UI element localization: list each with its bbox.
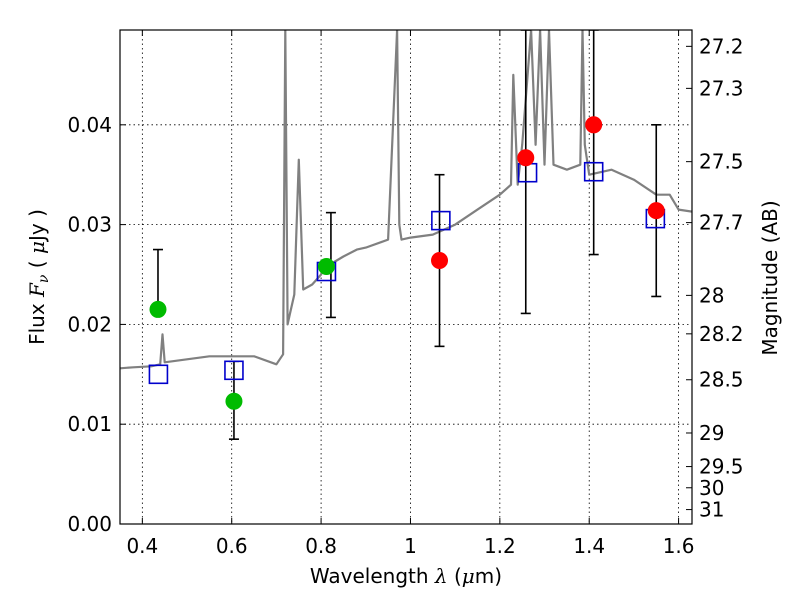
x-tick-label: 1.6	[663, 534, 695, 558]
sed-layer	[120, 30, 692, 370]
photometry-point	[317, 258, 335, 276]
model-square	[224, 360, 244, 381]
ticks	[120, 30, 692, 525]
right-tick-label: 27.5	[699, 150, 744, 174]
x-axis-title: Wavelength λ (μm)	[310, 564, 502, 588]
right-tick-label: 28.2	[699, 322, 744, 346]
right-tick-label: 31	[699, 498, 724, 522]
model-square	[431, 210, 451, 231]
right-tick-label: 28.5	[699, 368, 744, 392]
model-square	[148, 364, 169, 385]
y-tick-label: 0.03	[67, 213, 112, 237]
photometry-point	[585, 116, 603, 134]
y-axis-title: Flux Fν ( μJy )	[25, 209, 52, 345]
x-tick-label: 1.2	[484, 534, 516, 558]
photometry-point	[431, 252, 449, 270]
x-tick-label: 1.4	[573, 534, 605, 558]
sed-spectrum-line	[120, 30, 692, 370]
model-square-layer	[148, 161, 666, 385]
right-axis-title: Magnitude (AB)	[758, 200, 782, 355]
x-tick-label: 0.8	[305, 534, 337, 558]
errorbar-layer	[152, 30, 662, 440]
photometry-point-layer	[149, 116, 665, 410]
grid	[120, 30, 692, 524]
model-square	[517, 162, 538, 183]
y-tick-label: 0.02	[67, 312, 112, 336]
x-tick-label: 0.6	[216, 534, 248, 558]
y-tick-labels: 0.00 0.01 0.02 0.03 0.04	[67, 113, 112, 536]
photometry-point	[517, 149, 535, 167]
y-tick-label: 0.01	[67, 412, 112, 436]
plot-frame	[119, 29, 693, 525]
right-tick-label: 27.3	[699, 76, 744, 100]
photometry-point	[647, 202, 665, 220]
photometry-point	[149, 300, 167, 318]
x-tick-label: 0.4	[126, 534, 158, 558]
plot-area	[120, 30, 692, 440]
right-tick-label: 29.5	[699, 455, 744, 479]
x-tick-labels: 0.4 0.6 0.8 1 1.2 1.4 1.6	[126, 534, 694, 558]
right-tick-label: 27.7	[699, 211, 744, 235]
right-tick-label: 29	[699, 421, 724, 445]
right-tick-label: 27.2	[699, 34, 744, 58]
photometry-point	[225, 392, 243, 410]
x-tick-label: 1	[404, 534, 417, 558]
y-tick-label: 0.04	[67, 113, 112, 137]
right-tick-label: 28	[699, 283, 724, 307]
right-tick-label: 30	[699, 476, 724, 500]
y-tick-label: 0.00	[67, 512, 112, 536]
model-square	[583, 161, 604, 182]
